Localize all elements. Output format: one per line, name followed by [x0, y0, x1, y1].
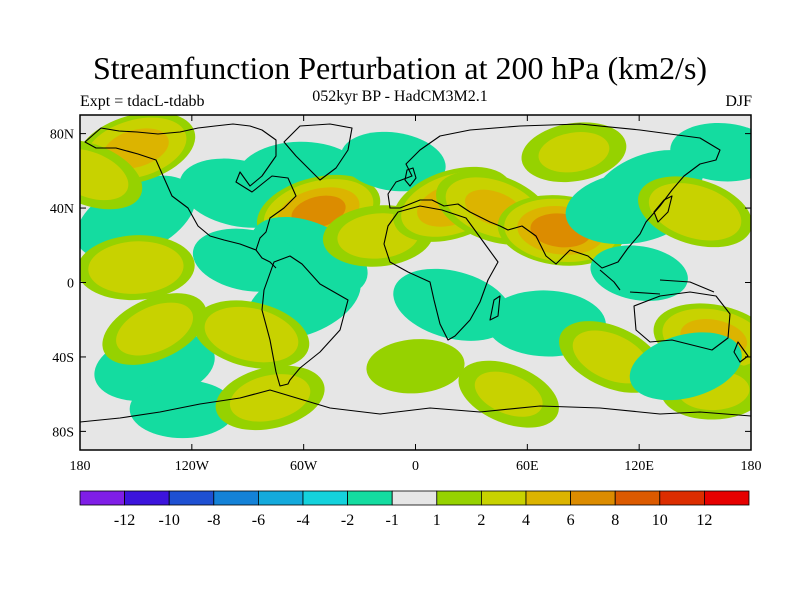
colorbar-box	[79, 490, 125, 506]
coastlines	[80, 123, 751, 423]
anomaly-field	[80, 115, 751, 439]
map-axes: 180 120W 60W 0 60E 120E 180 80N 40N 0 40S 80S	[50, 115, 762, 474]
colorbar-box	[570, 490, 616, 506]
colorbar-label: -4	[296, 512, 309, 529]
y-tick-label: 40N	[50, 202, 74, 217]
coastline-australia	[633, 291, 731, 351]
colorbar-box	[257, 490, 304, 506]
anomaly-center	[102, 293, 207, 365]
anomaly-contour	[192, 228, 303, 292]
colorbar-label: 10	[652, 512, 668, 529]
anomaly-contour	[590, 245, 688, 301]
coastline-indonesia	[599, 269, 715, 295]
colorbar-box	[436, 490, 482, 506]
colorbar-box	[168, 490, 215, 506]
anomaly-center	[366, 339, 465, 394]
y-tick-label: 80S	[52, 425, 74, 440]
colorbar-box	[347, 490, 393, 506]
x-tick-label: 60E	[516, 459, 539, 474]
anomaly-center	[193, 300, 310, 369]
colorbar-box	[659, 490, 705, 506]
x-tick-label: 120E	[624, 459, 654, 474]
chart-title: Streamfunction Perturbation at 200 hPa (…	[92, 50, 708, 86]
anomaly-contour	[366, 339, 465, 394]
colorbar-box	[124, 490, 170, 506]
colorbar-label: -6	[252, 512, 265, 529]
coastline-britain	[404, 167, 417, 187]
anomaly-contour	[116, 302, 194, 356]
coastline-south-america	[261, 255, 349, 387]
coastline-japan	[653, 195, 673, 223]
y-tick-label: 40S	[52, 351, 74, 366]
anomaly-center	[80, 139, 143, 210]
anomaly-center	[521, 122, 627, 183]
anomaly-contour	[129, 379, 236, 439]
coastline-north-america	[84, 123, 297, 251]
x-tick-label: 120W	[175, 459, 210, 474]
coastline-greenland	[283, 123, 353, 181]
anomaly-contour	[340, 131, 446, 192]
x-tick-label: 180	[741, 459, 762, 474]
colorbar-box	[480, 490, 527, 506]
colorbar-label: -8	[207, 512, 220, 529]
colorbar-label: 6	[567, 512, 575, 529]
anomaly-contour	[204, 306, 299, 363]
anomaly-center	[129, 379, 236, 439]
anomaly-center	[80, 235, 195, 301]
colorbar-label: 12	[696, 512, 712, 529]
chart-subtitle: 052kyr BP - HadCM3M2.1	[312, 88, 488, 105]
anomaly-contour	[88, 241, 184, 294]
anomaly-center	[340, 131, 446, 192]
anomaly-contour	[229, 374, 311, 422]
season-label: DJF	[725, 93, 752, 110]
x-tick-label: 60W	[290, 459, 318, 474]
colorbar-label: -1	[386, 512, 399, 529]
y-tick-label: 0	[67, 277, 74, 292]
coastline-antarctica	[80, 389, 751, 423]
anomaly-center	[458, 360, 559, 428]
colorbar-box	[614, 490, 661, 506]
colorbar-label: 8	[611, 512, 619, 529]
anomaly-center	[393, 268, 513, 341]
colorbar-label: -10	[159, 512, 180, 529]
colorbar-box	[213, 490, 259, 506]
colorbar-box	[704, 490, 750, 506]
coastline-madagascar	[489, 295, 501, 321]
anomaly-center	[590, 245, 688, 301]
coastline-new-zealand	[733, 341, 749, 363]
anomaly-center	[215, 365, 325, 431]
anomaly-contour	[572, 330, 650, 384]
coastline-africa	[383, 205, 499, 341]
colorbar-label: 1	[433, 512, 441, 529]
experiment-label: Expt = tdacL-tdabb	[80, 93, 205, 110]
colorbar-label: 2	[477, 512, 485, 529]
colorbar-label: 4	[522, 512, 530, 529]
colorbar-box	[525, 490, 571, 506]
y-tick-label: 80N	[50, 128, 74, 143]
anomaly-contour	[80, 148, 129, 201]
anomaly-center	[192, 228, 303, 292]
colorbar-label: -12	[114, 512, 135, 529]
anomaly-contour	[393, 268, 513, 341]
colorbar-box	[302, 490, 348, 506]
colorbar-box	[391, 490, 438, 506]
colorbar: -12 -10 -8 -6 -4 -2 -1 1 2 4 6 8 10 12	[79, 490, 750, 529]
anomaly-contour	[538, 132, 610, 173]
colorbar-label: -2	[341, 512, 354, 529]
x-tick-label: 180	[70, 459, 91, 474]
coastline-eurasia	[387, 123, 721, 269]
x-tick-label: 0	[412, 459, 419, 474]
anomaly-contour	[474, 371, 543, 417]
